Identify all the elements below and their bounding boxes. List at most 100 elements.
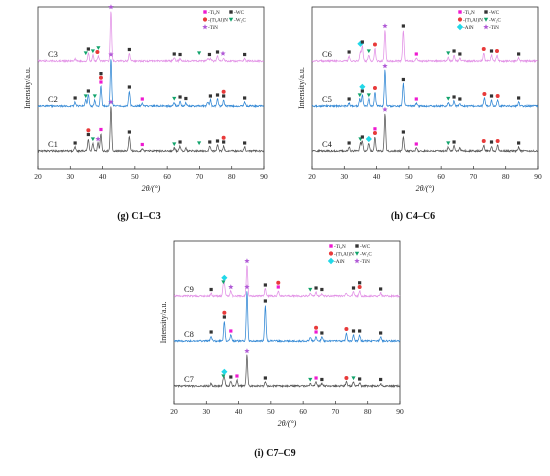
legend-marker-tialn [328, 251, 334, 256]
phase-marker-wc [458, 97, 462, 101]
phase-marker-aln [359, 83, 366, 90]
phase-marker-tialn [495, 139, 500, 143]
plot-frame [311, 6, 539, 170]
phase-marker-wc [99, 72, 103, 76]
x-tick-label: 80 [228, 172, 236, 181]
phase-marker-wc [320, 287, 324, 292]
phase-marker-w2c [366, 49, 371, 54]
series-line-c1 [37, 106, 265, 154]
legend-label: -AlN [463, 25, 474, 31]
legend-label: -(Ti,Al)N [463, 17, 483, 24]
phase-marker-wc [347, 141, 351, 145]
phase-marker-w2c [446, 141, 451, 146]
legend-marker-tialn [457, 17, 463, 22]
phase-marker-tialn [372, 42, 377, 47]
x-tick-label: 40 [99, 172, 107, 181]
phase-marker-tin [244, 258, 250, 264]
phase-marker-wc [347, 97, 351, 101]
phase-marker-tin [220, 50, 226, 56]
legend-label: -WC [489, 10, 500, 16]
phase-marker-ti2n [99, 127, 103, 132]
phase-marker-wc [243, 96, 247, 100]
phase-marker-aln [357, 40, 364, 47]
series-line-c6 [311, 30, 538, 64]
phase-marker-wc [358, 329, 362, 333]
x-tick-label: 70 [470, 172, 478, 181]
x-tick-label: 60 [437, 172, 445, 181]
phase-marker-w2c [197, 141, 202, 146]
phase-marker-w2c [351, 376, 356, 381]
phase-marker-wc [229, 375, 233, 379]
phase-marker-ti2n [414, 52, 418, 56]
phase-marker-wc [215, 139, 220, 143]
legend-marker-aln [456, 23, 464, 31]
phase-marker-ti2n [414, 97, 418, 101]
panel-caption: (g) C1–C3 [117, 211, 161, 222]
legend-marker-wc [355, 244, 359, 248]
phase-marker-wc [178, 140, 182, 144]
legend-label: -Ti₂N [463, 10, 475, 16]
phase-marker-wc [73, 96, 77, 100]
phase-marker-wc [207, 52, 212, 57]
y-axis-label: Intensity/a.u. [23, 67, 32, 109]
series-label: C7 [184, 374, 194, 384]
phase-marker-tialn [221, 89, 226, 94]
phase-marker-wc [86, 89, 90, 93]
phase-marker-w2c [308, 287, 313, 292]
legend-label: -Ti₂N [334, 244, 346, 250]
legend-marker-wc [229, 10, 233, 14]
phase-marker-tialn [494, 49, 499, 53]
phase-marker-w2c [197, 51, 202, 56]
phase-marker-wc [351, 286, 356, 290]
phase-marker-tin [244, 284, 250, 290]
series-line-c8 [173, 291, 401, 344]
phase-marker-wc [184, 96, 188, 101]
x-tick-label: 50 [267, 407, 275, 416]
x-tick-label: 90 [396, 407, 404, 416]
legend-marker-tialn [202, 17, 208, 22]
phase-marker-aln [221, 274, 228, 281]
phase-marker-w2c [357, 93, 362, 98]
phase-marker-tin [382, 63, 388, 69]
phase-marker-wc [208, 94, 213, 98]
legend: -Ti₂N -WC -(Ti,Al)N -W₂C -AlN -TiN [327, 244, 372, 265]
phase-marker-wc [379, 377, 383, 382]
phase-marker-tialn [357, 285, 362, 289]
phase-marker-tialn [495, 94, 500, 98]
phase-marker-w2c [308, 377, 313, 382]
legend-label: -W₂C [234, 18, 246, 24]
phase-marker-wc [86, 47, 90, 51]
phase-marker-wc [178, 52, 182, 57]
phase-marker-wc [360, 135, 364, 139]
phase-marker-tialn [95, 50, 100, 54]
legend-marker-ti2n [203, 10, 207, 14]
phase-marker-ti2n [314, 330, 318, 334]
x-tick-label: 40 [373, 172, 381, 181]
phase-marker-wc [320, 377, 324, 382]
phase-marker-w2c [172, 96, 177, 101]
x-axis-label: 2θ/(°) [278, 419, 297, 428]
x-tick-label: 90 [534, 172, 542, 181]
x-tick-label: 20 [34, 172, 42, 181]
phase-marker-wc [243, 141, 247, 145]
phase-marker-wc [517, 96, 521, 100]
legend-label: -TiN [360, 259, 370, 265]
legend-marker-w2c [483, 17, 489, 22]
phase-marker-ti2n [276, 285, 280, 289]
phase-marker-tin [108, 4, 114, 10]
series-label: C3 [48, 49, 58, 59]
phase-marker-w2c [172, 142, 177, 147]
series-label: C1 [48, 139, 58, 149]
phase-marker-w2c [92, 94, 97, 99]
series-label: C9 [184, 284, 194, 294]
phase-marker-wc [517, 52, 521, 56]
phase-marker-wc [263, 283, 267, 287]
phase-marker-wc [215, 93, 220, 97]
phase-marker-tialn [481, 47, 486, 51]
legend-label: -W₂C [489, 18, 501, 24]
phase-marker-wc [351, 329, 356, 333]
phase-marker-wc [127, 130, 131, 134]
phase-marker-w2c [90, 137, 95, 142]
x-tick-label: 20 [170, 407, 178, 416]
phase-marker-tialn [276, 280, 281, 285]
